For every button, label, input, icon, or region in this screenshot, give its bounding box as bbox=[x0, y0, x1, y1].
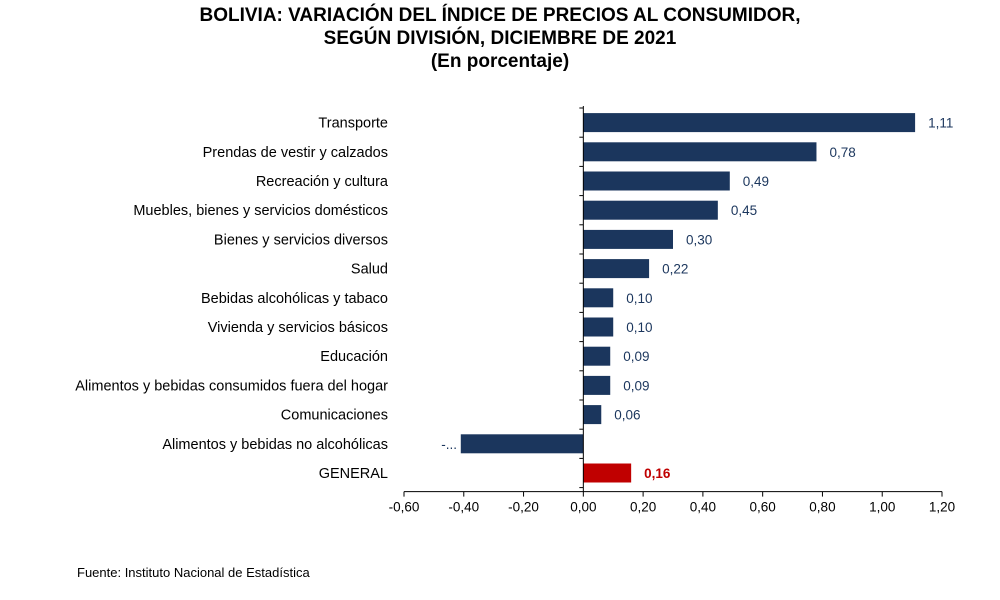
x-tick-label: -0,60 bbox=[389, 500, 420, 515]
data-label: 0,09 bbox=[623, 349, 649, 364]
source-note: Fuente: Instituto Nacional de Estadístic… bbox=[77, 565, 310, 580]
x-tick-label: -0,40 bbox=[448, 500, 479, 515]
x-tick-label: 0,60 bbox=[750, 500, 776, 515]
bar bbox=[583, 346, 611, 366]
bar bbox=[583, 463, 632, 483]
category-label: Muebles, bienes y servicios domésticos bbox=[133, 203, 388, 219]
category-label: GENERAL bbox=[319, 466, 388, 482]
bar bbox=[583, 200, 718, 220]
x-tick-label: 0,20 bbox=[630, 500, 656, 515]
x-tick-label: 1,00 bbox=[869, 500, 895, 515]
category-label: Prendas de vestir y calzados bbox=[203, 145, 388, 161]
chart-title: BOLIVIA: VARIACIÓN DEL ÍNDICE DE PRECIOS… bbox=[199, 5, 801, 26]
category-label: Bebidas alcohólicas y tabaco bbox=[201, 291, 388, 307]
x-tick-label: 0,40 bbox=[690, 500, 716, 515]
category-label: Alimentos y bebidas consumidos fuera del… bbox=[75, 378, 388, 394]
bar bbox=[583, 171, 730, 191]
x-tick-label: 0,80 bbox=[809, 500, 835, 515]
bar bbox=[583, 259, 650, 279]
x-tick-label: 0,00 bbox=[570, 500, 596, 515]
bar bbox=[583, 375, 611, 395]
data-label: -... bbox=[441, 437, 457, 452]
data-label: 0,45 bbox=[731, 203, 757, 218]
bar bbox=[583, 317, 614, 337]
bar bbox=[583, 405, 602, 425]
data-label: 0,09 bbox=[623, 378, 649, 393]
data-label: 0,06 bbox=[614, 408, 640, 423]
data-label: 0,78 bbox=[829, 145, 855, 160]
category-label: Vivienda y servicios básicos bbox=[208, 320, 388, 336]
data-label: 1,11 bbox=[928, 116, 953, 131]
category-label: Bienes y servicios diversos bbox=[214, 232, 388, 248]
category-label: Salud bbox=[351, 262, 388, 278]
chart-subtitle: (En porcentaje) bbox=[430, 51, 570, 72]
data-label: 0,10 bbox=[626, 320, 652, 335]
data-label: 0,30 bbox=[686, 232, 712, 247]
category-label: Alimentos y bebidas no alcohólicas bbox=[162, 437, 388, 453]
data-label: 0,49 bbox=[743, 174, 769, 189]
category-label: Comunicaciones bbox=[281, 408, 388, 424]
data-label: 0,22 bbox=[662, 262, 688, 277]
chart-title-line2: SEGÚN DIVISIÓN, DICIEMBRE DE 2021 bbox=[323, 28, 677, 49]
bar bbox=[583, 142, 817, 162]
bar bbox=[583, 113, 916, 133]
category-label: Recreación y cultura bbox=[256, 174, 389, 190]
bar bbox=[460, 434, 584, 454]
chart-title-block: BOLIVIA: VARIACIÓN DEL ÍNDICE DE PRECIOS… bbox=[0, 4, 1000, 73]
bar bbox=[583, 288, 614, 308]
data-label: 0,10 bbox=[626, 291, 652, 306]
data-label: 0,16 bbox=[644, 466, 671, 481]
category-label: Transporte bbox=[318, 116, 388, 132]
x-tick-label: 1,20 bbox=[929, 500, 955, 515]
category-label: Educación bbox=[320, 349, 388, 365]
x-tick-label: -0,20 bbox=[508, 500, 539, 515]
bar bbox=[583, 229, 673, 249]
